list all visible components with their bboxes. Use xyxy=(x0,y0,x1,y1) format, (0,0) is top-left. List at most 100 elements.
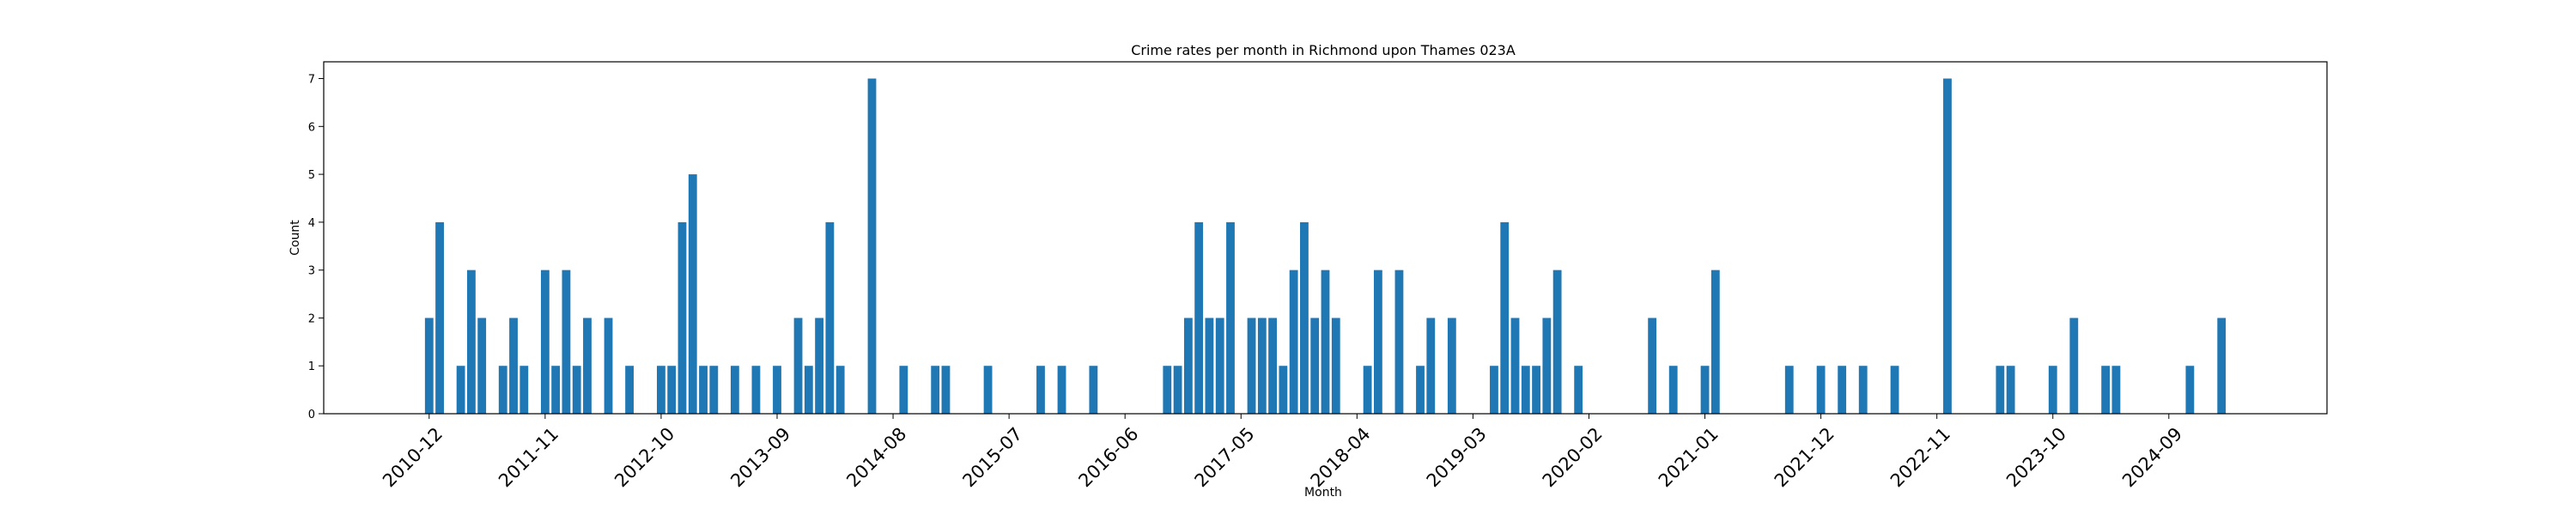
bar-2017-08 xyxy=(1268,318,1278,414)
bar-2016-11 xyxy=(1173,366,1182,414)
bar-2020-10 xyxy=(1668,366,1678,414)
chart-title: Crime rates per month in Richmond upon T… xyxy=(1131,42,1516,58)
bar-2011-09 xyxy=(519,366,529,414)
bar-2011-05 xyxy=(477,318,487,414)
bar-2023-10 xyxy=(2048,366,2057,414)
bar-2021-02 xyxy=(1710,270,1720,414)
bar-2019-06 xyxy=(1500,221,1510,414)
bar-2023-12 xyxy=(2069,318,2079,414)
bar-2012-11 xyxy=(667,366,677,414)
bar-2012-12 xyxy=(677,221,687,414)
y-tick-label: 5 xyxy=(308,169,315,182)
bar-2024-11 xyxy=(2185,366,2195,414)
bar-2022-04 xyxy=(1858,366,1868,414)
bar-2017-07 xyxy=(1257,318,1267,414)
bar-2010-12 xyxy=(424,318,434,414)
bar-2017-06 xyxy=(1247,318,1256,414)
bar-2011-03 xyxy=(456,366,465,414)
bar-2015-10 xyxy=(1036,366,1045,414)
bar-2013-09 xyxy=(773,366,781,414)
bar-2013-05 xyxy=(730,366,739,414)
y-tick-label: 3 xyxy=(308,265,315,278)
x-axis-label: Month xyxy=(1304,486,1342,500)
bar-2017-11 xyxy=(1300,221,1309,414)
bar-2017-02 xyxy=(1205,318,1214,414)
bar-2011-07 xyxy=(498,366,507,414)
bar-2018-05 xyxy=(1363,366,1372,414)
bar-2021-01 xyxy=(1700,366,1710,414)
bar-2025-02 xyxy=(2217,318,2227,414)
bar-2012-03 xyxy=(583,318,592,414)
bar-2014-03 xyxy=(835,366,845,414)
bar-2019-09 xyxy=(1532,366,1540,414)
bar-2019-10 xyxy=(1542,318,1552,414)
bar-2013-11 xyxy=(793,318,803,414)
bar-2023-05 xyxy=(1996,366,2005,414)
bar-2012-01 xyxy=(562,270,571,414)
bar-2019-08 xyxy=(1521,366,1530,414)
bar-2013-03 xyxy=(709,366,719,414)
bar-2017-01 xyxy=(1194,221,1204,414)
bar-2012-10 xyxy=(657,366,665,414)
bar-2011-01 xyxy=(435,221,444,414)
bar-2023-06 xyxy=(2006,366,2015,414)
bar-2024-04 xyxy=(2111,366,2121,414)
bar-2018-11 xyxy=(1426,318,1436,414)
bar-2019-07 xyxy=(1510,318,1520,414)
bar-2017-03 xyxy=(1215,318,1224,414)
bar-2018-08 xyxy=(1394,270,1404,414)
bar-2018-01 xyxy=(1321,270,1330,414)
bar-2016-10 xyxy=(1163,366,1172,414)
bars-group xyxy=(424,78,2227,415)
bar-2011-04 xyxy=(466,270,476,414)
bar-2013-12 xyxy=(804,366,813,414)
bar-2022-12 xyxy=(1943,78,1952,415)
bar-2014-02 xyxy=(825,221,835,414)
bar-2012-02 xyxy=(572,366,581,414)
bar-2013-02 xyxy=(699,366,708,414)
bar-2016-03 xyxy=(1089,366,1098,414)
plot-area-frame xyxy=(323,61,2328,415)
y-tick-label: 6 xyxy=(308,121,315,134)
bar-2018-10 xyxy=(1416,366,1425,414)
bar-2021-09 xyxy=(1784,366,1794,414)
y-axis-ticks: 0 1 2 3 4 5 6 7 xyxy=(308,74,324,421)
bar-2011-11 xyxy=(540,270,550,414)
bar-2013-07 xyxy=(751,366,761,414)
bar-2014-01 xyxy=(815,318,824,414)
bar-2015-12 xyxy=(1057,366,1066,414)
bar-2012-05 xyxy=(604,318,613,414)
bar-2011-08 xyxy=(509,318,518,414)
bar-2020-01 xyxy=(1574,366,1583,414)
bar-2018-02 xyxy=(1331,318,1340,414)
bar-2012-07 xyxy=(625,366,634,414)
bar-2019-01 xyxy=(1447,318,1456,414)
bar-2017-10 xyxy=(1289,270,1298,414)
bar-2020-08 xyxy=(1648,318,1657,414)
y-tick-label: 0 xyxy=(308,409,315,421)
y-tick-label: 1 xyxy=(308,360,315,373)
bar-2017-04 xyxy=(1226,221,1235,414)
bar-2014-12 xyxy=(931,366,940,414)
bar-2024-03 xyxy=(2101,366,2111,414)
bar-2022-07 xyxy=(1890,366,1899,414)
bar-2018-06 xyxy=(1373,270,1382,414)
bar-2019-11 xyxy=(1552,270,1562,414)
bar-2021-12 xyxy=(1816,366,1826,414)
y-axis-label: Count xyxy=(289,220,302,256)
bar-2017-09 xyxy=(1279,366,1288,414)
bar-2015-01 xyxy=(941,366,951,414)
y-tick-label: 2 xyxy=(308,312,315,325)
bar-2014-06 xyxy=(867,78,877,415)
bar-2022-02 xyxy=(1838,366,1847,414)
bar-2015-05 xyxy=(983,366,993,414)
bar-2014-09 xyxy=(899,366,908,414)
bar-2017-12 xyxy=(1310,318,1320,414)
y-tick-label: 7 xyxy=(308,74,315,87)
bar-2019-05 xyxy=(1490,366,1498,414)
bar-2016-12 xyxy=(1183,318,1193,414)
y-tick-label: 4 xyxy=(308,217,315,230)
bar-2011-12 xyxy=(551,366,561,414)
